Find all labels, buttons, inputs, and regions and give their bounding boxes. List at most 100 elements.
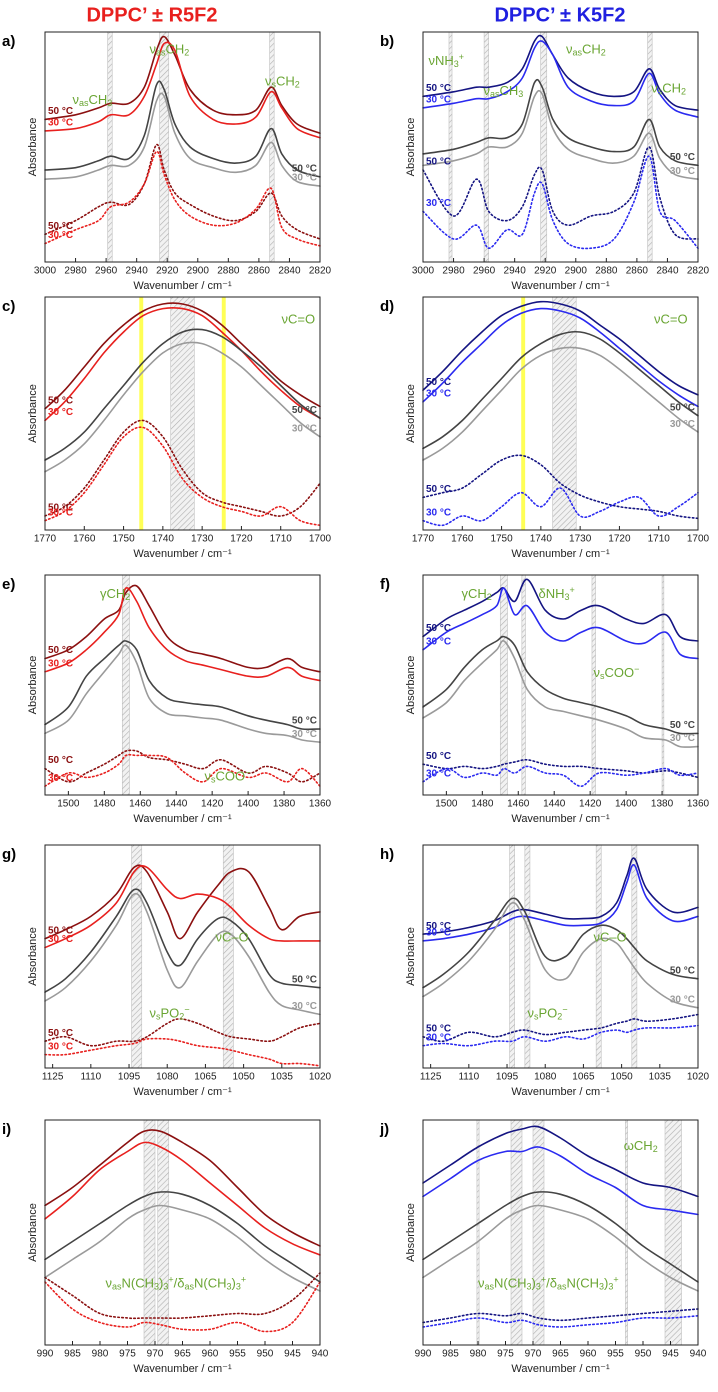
annotation-part: ν: [150, 1006, 157, 1021]
annotation-part: as: [573, 47, 583, 57]
x-tick-label: 2840: [278, 266, 301, 277]
annotation-part: 2: [487, 592, 492, 602]
line: [422, 300, 699, 396]
hatched-band: [631, 845, 638, 1068]
hatched-band: [159, 32, 170, 262]
x-tick-label: 1750: [490, 534, 513, 545]
series-label: 50 °C: [670, 965, 695, 976]
hatched-band: [121, 575, 130, 795]
annotation-part: +: [570, 585, 575, 595]
annotation-part: ν: [205, 769, 212, 784]
annotation-part: N(CH: [494, 1276, 527, 1291]
x-tick-label: 975: [497, 1349, 514, 1360]
hatched-band: [524, 845, 531, 1068]
x-tick-label: 2960: [95, 266, 118, 277]
series-label: 30 °C: [670, 994, 695, 1005]
hatched-band: [131, 845, 143, 1068]
x-tick-label: 985: [442, 1349, 459, 1360]
plot-area: [509, 845, 638, 1068]
x-tick-label: 1110: [458, 1072, 479, 1083]
dotted-line: [422, 758, 699, 779]
annotation-part: COO: [605, 665, 635, 680]
x-tick-label: 2920: [534, 266, 557, 277]
line: [422, 1204, 699, 1292]
series-label: 30 °C: [426, 198, 451, 209]
annotation-part: PO: [161, 1006, 180, 1021]
hatched-band: [540, 32, 548, 262]
annotation-part: s: [272, 80, 277, 90]
line: [422, 578, 699, 642]
dotted-line: [422, 1315, 699, 1328]
dotted-line: [44, 1281, 321, 1333]
series-label: 50 °C: [48, 645, 73, 656]
annotation-part: s: [211, 774, 216, 784]
band-annotation: νasCH3: [73, 92, 113, 108]
band-annotation: νasCH2: [566, 42, 606, 58]
line: [422, 1191, 699, 1283]
annotation-part: 3: [227, 1281, 232, 1291]
x-tick-label: 1080: [156, 1072, 179, 1083]
x-tick-label: 1380: [651, 799, 674, 810]
annotation-part: CH: [276, 74, 295, 89]
hatched-band: [591, 575, 596, 795]
x-tick-label: 1110: [80, 1072, 101, 1083]
annotation-part: ν: [651, 81, 658, 96]
line: [44, 1141, 321, 1256]
annotation-part: s: [156, 1012, 161, 1022]
line: [44, 584, 321, 673]
x-tick-label: 990: [415, 1349, 432, 1360]
y-axis-label: Absorbance: [27, 1203, 39, 1262]
annotation-part: 3: [527, 1281, 532, 1291]
band-annotation: δNH3+: [539, 585, 575, 602]
x-tick-label: 2960: [473, 266, 496, 277]
annotation-part: 3: [565, 592, 570, 602]
annotation-part: s: [534, 1012, 539, 1022]
annotation-part: νC–O: [216, 930, 249, 945]
hatched-band: [170, 297, 195, 530]
dotted-line: [422, 487, 699, 527]
line: [44, 41, 321, 139]
panel-label: j): [379, 1121, 389, 1138]
x-tick-label: 965: [174, 1349, 191, 1360]
line: [44, 92, 321, 187]
annotation-part: ν: [106, 1276, 113, 1291]
annotation-part: ν: [73, 92, 80, 107]
hatched-band: [448, 32, 453, 262]
x-tick-label: 1700: [309, 534, 332, 545]
x-tick-label: 1125: [420, 1072, 442, 1083]
series-label: 30 °C: [426, 636, 451, 647]
band-annotation: νasN(CH3)3+/δasN(CH3)3+: [106, 1275, 247, 1292]
annotation-part: as: [112, 1281, 122, 1291]
x-tick-label: 2940: [126, 266, 149, 277]
series-label: 30 °C: [670, 419, 695, 430]
series-label: 50 °C: [292, 974, 317, 985]
x-tick-label: 970: [147, 1349, 164, 1360]
x-tick-label: 1480: [471, 799, 494, 810]
x-axis-label: Wavenumber / cm⁻¹: [511, 1086, 610, 1098]
x-tick-label: 2860: [248, 266, 271, 277]
x-tick-label: 1065: [572, 1072, 595, 1083]
x-tick-label: 1020: [687, 1072, 710, 1083]
x-tick-label: 1360: [687, 799, 710, 810]
annotation-part: 3: [154, 1281, 159, 1291]
x-tick-label: 945: [284, 1349, 301, 1360]
series-label: 50 °C: [48, 395, 73, 406]
annotation-part: 2: [557, 1012, 562, 1022]
annotation-part: νC=O: [654, 312, 688, 327]
series-label: 50 °C: [48, 1028, 73, 1039]
plot-area: [521, 297, 577, 530]
x-tick-label: 2980: [442, 266, 465, 277]
x-tick-label: 1710: [270, 534, 293, 545]
annotation-part: +: [241, 1275, 246, 1285]
annotation-part: 2: [601, 47, 606, 57]
annotation-part: CH: [500, 83, 519, 98]
band-annotation: νC–O: [594, 930, 627, 945]
x-tick-label: 1720: [608, 534, 631, 545]
line: [44, 302, 321, 410]
y-axis-label: Absorbance: [27, 384, 39, 443]
line: [422, 864, 699, 942]
line: [44, 587, 321, 682]
line: [422, 346, 699, 461]
annotation-part: as: [156, 47, 166, 57]
plot-frame: [44, 296, 321, 531]
